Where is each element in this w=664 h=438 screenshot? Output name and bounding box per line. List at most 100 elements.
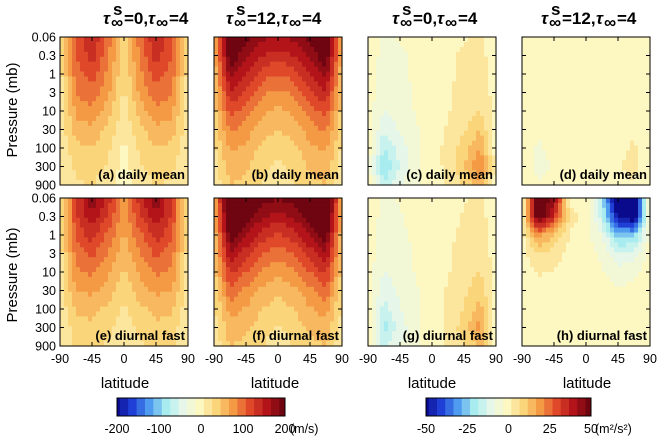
heatmap-cell [156,237,161,243]
heatmap-cell [310,66,315,73]
heatmap-cell [338,135,343,142]
heatmap-cell [76,286,81,293]
heatmap-cell [92,336,97,342]
heatmap-cell [578,120,583,127]
heatmap-cell [64,202,69,209]
heatmap-cell [104,281,109,288]
heatmap-cell [488,130,493,137]
heatmap-cell [96,227,101,234]
heatmap-cell [124,91,129,97]
heatmap-cell [372,101,377,107]
heatmap-cell [112,71,117,78]
heatmap-cell [274,150,279,156]
heatmap-cell [452,180,457,186]
heatmap-cell [266,81,271,87]
heatmap-cell [484,165,489,171]
heatmap-cell [282,145,287,152]
heatmap-cell [140,175,145,181]
heatmap-cell [64,341,69,347]
heatmap-cell [290,101,295,107]
heatmap-cell [306,37,311,43]
heatmap-cell [132,81,137,87]
heatmap-cell [372,150,377,156]
heatmap-cell [144,237,149,243]
heatmap-cell [298,81,303,87]
heatmap-cell [88,51,93,58]
heatmap-cell [646,165,651,171]
heatmap-cell [392,37,397,43]
heatmap-cell [562,46,567,53]
heatmap-cell [384,71,389,78]
heatmap-cell [116,106,121,112]
heatmap-cell [258,180,263,186]
heatmap-cell [602,145,607,152]
heatmap-cell [152,301,157,308]
heatmap-cell [602,86,607,92]
heatmap-cell [262,150,267,156]
heatmap-cell [262,115,267,122]
heatmap-cell [408,81,413,87]
heatmap-cell [180,145,185,152]
heatmap-cell [68,96,73,102]
heatmap-cell [68,135,73,142]
heatmap-cell [594,155,599,161]
heatmap-cell [164,257,169,263]
heatmap-cell [92,180,97,186]
heatmap-cell [424,120,429,127]
heatmap-cell [626,76,631,82]
heatmap-cell [176,212,181,219]
heatmap-cell [558,120,563,127]
heatmap-cell [488,135,493,142]
heatmap-cell [76,155,81,161]
heatmap-cell [322,175,327,181]
heatmap-cell [440,46,445,53]
heatmap-cell [436,150,441,156]
heatmap-cell [554,86,559,92]
heatmap-cell [136,198,141,204]
heatmap-cell [550,160,555,166]
heatmap-cell [180,51,185,58]
heatmap-cell [72,247,77,253]
heatmap-cell [140,165,145,171]
heatmap-cell [68,262,73,268]
heatmap-cell [230,111,235,117]
heatmap-cell [334,160,339,166]
heatmap-cell [546,61,551,68]
heatmap-cell [160,180,165,186]
heatmap-cell [262,140,267,147]
heatmap-cell [108,41,113,48]
heatmap-cell [120,267,125,273]
heatmap-cell [242,160,247,166]
heatmap-cell [168,331,173,337]
heatmap-cell [634,135,639,142]
heatmap-cell [436,96,441,102]
heatmap-cell [76,130,81,137]
heatmap-cell [322,106,327,112]
heatmap-cell [60,101,65,107]
heatmap-cell [168,111,173,117]
heatmap-cell [404,76,409,82]
heatmap-cell [424,56,429,63]
heatmap-cell [476,91,481,97]
heatmap-cell [460,37,465,43]
heatmap-cell [566,135,571,142]
heatmap-cell [534,111,539,117]
heatmap-cell [136,81,141,87]
heatmap-cell [432,150,437,156]
heatmap-cell [594,130,599,137]
heatmap-cell [282,115,287,122]
heatmap-cell [484,96,489,102]
heatmap-cell [428,165,433,171]
heatmap-cell [172,286,177,293]
heatmap-cell [258,96,263,102]
heatmap-cell [590,46,595,53]
heatmap-cell [322,101,327,107]
heatmap-cell [440,96,445,102]
heatmap-cell [96,296,101,303]
heatmap-cell [92,91,97,97]
heatmap-cell [286,150,291,156]
heatmap-cell [546,41,551,48]
y-tick-label: 0.06 [32,192,56,206]
y-tick-label: 900 [35,179,56,193]
